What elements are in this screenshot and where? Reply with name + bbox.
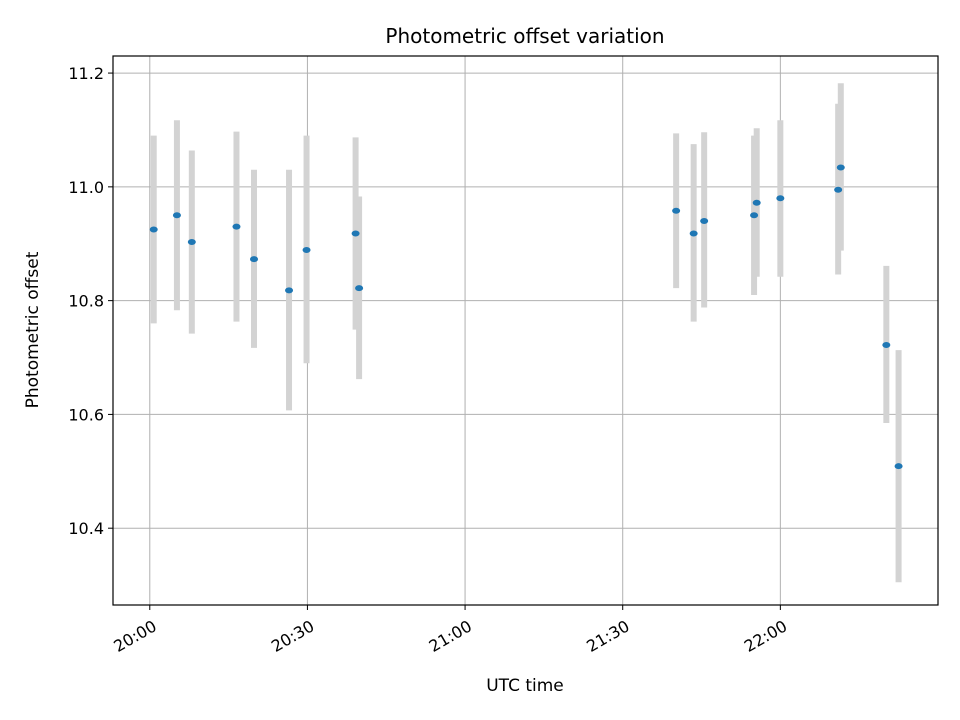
- data-points: [149, 164, 903, 470]
- x-tick-label: 21:00: [426, 616, 475, 656]
- x-tick-label: 22:00: [741, 616, 790, 656]
- data-point: [689, 230, 698, 237]
- x-axis-label: UTC time: [486, 676, 564, 696]
- data-point: [700, 217, 709, 224]
- x-tick-label: 20:30: [268, 616, 317, 656]
- data-point: [836, 164, 845, 171]
- data-point: [232, 223, 241, 230]
- x-tick-label: 20:00: [110, 616, 159, 656]
- data-point: [834, 186, 843, 193]
- data-point: [172, 212, 181, 219]
- data-point: [355, 285, 364, 292]
- x-tick-label: 21:30: [583, 616, 632, 656]
- y-axis-label: Photometric offset: [23, 251, 43, 408]
- plot-frame: [112, 55, 939, 606]
- y-axis-ticks: 10.4 10.6 10.8 11.0 11.2: [68, 64, 113, 538]
- data-point: [776, 195, 785, 202]
- y-tick-label: 10.8: [68, 292, 104, 311]
- data-point: [149, 226, 158, 233]
- data-point: [250, 256, 259, 263]
- data-point: [750, 212, 759, 219]
- data-point: [187, 239, 196, 246]
- y-tick-label: 11.2: [68, 64, 104, 83]
- data-point: [894, 463, 903, 470]
- data-point: [752, 199, 761, 206]
- plot-background: [113, 56, 938, 605]
- data-point: [351, 230, 360, 237]
- y-tick-label: 10.6: [68, 405, 104, 424]
- data-point: [285, 287, 294, 294]
- data-point: [672, 207, 681, 214]
- chart-title: Photometric offset variation: [385, 24, 664, 48]
- y-tick-label: 11.0: [68, 178, 104, 197]
- data-point: [882, 342, 891, 349]
- x-axis-ticks: 20:00 20:30 21:00 21:30 22:00: [110, 605, 790, 656]
- data-point: [302, 246, 311, 253]
- y-tick-label: 10.4: [68, 519, 104, 538]
